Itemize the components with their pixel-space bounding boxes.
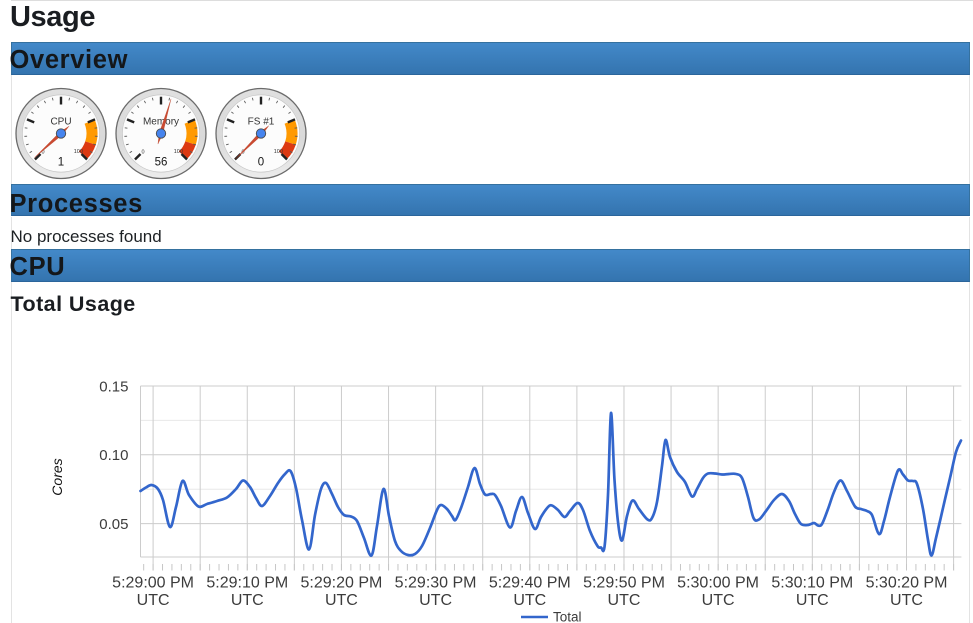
svg-text:FS #1: FS #1 [247, 117, 274, 128]
svg-text:0: 0 [141, 150, 144, 156]
svg-text:UTC: UTC [137, 592, 170, 609]
svg-text:100: 100 [273, 149, 282, 155]
svg-text:UTC: UTC [890, 592, 923, 609]
svg-text:5:30:20 PM: 5:30:20 PM [866, 575, 948, 592]
svg-text:5:29:30 PM: 5:29:30 PM [395, 575, 477, 592]
svg-text:UTC: UTC [419, 592, 452, 609]
svg-text:CPU: CPU [50, 117, 71, 128]
svg-text:UTC: UTC [325, 592, 358, 609]
svg-text:UTC: UTC [796, 592, 829, 609]
svg-text:0: 0 [241, 150, 244, 156]
svg-text:0.10: 0.10 [99, 447, 128, 464]
svg-text:UTC: UTC [513, 592, 546, 609]
svg-text:5:30:10 PM: 5:30:10 PM [771, 575, 853, 592]
svg-text:Cores: Cores [49, 458, 65, 495]
svg-text:100: 100 [173, 149, 182, 155]
svg-text:UTC: UTC [702, 592, 735, 609]
svg-text:UTC: UTC [231, 592, 264, 609]
svg-text:5:29:20 PM: 5:29:20 PM [300, 575, 382, 592]
svg-text:0.05: 0.05 [99, 516, 128, 533]
svg-text:0.15: 0.15 [99, 378, 128, 395]
svg-text:5:29:40 PM: 5:29:40 PM [489, 575, 571, 592]
svg-text:5:30:00 PM: 5:30:00 PM [677, 575, 759, 592]
svg-text:56: 56 [154, 157, 167, 169]
svg-text:100: 100 [73, 149, 82, 155]
svg-text:0: 0 [257, 157, 263, 169]
svg-text:5:29:50 PM: 5:29:50 PM [583, 575, 665, 592]
svg-text:Total: Total [553, 610, 582, 623]
svg-text:Memory: Memory [142, 117, 178, 128]
svg-text:5:29:00 PM: 5:29:00 PM [112, 575, 194, 592]
svg-text:0: 0 [41, 150, 44, 156]
svg-text:5:29:10 PM: 5:29:10 PM [206, 575, 288, 592]
svg-text:UTC: UTC [608, 592, 641, 609]
svg-text:1: 1 [57, 157, 63, 169]
